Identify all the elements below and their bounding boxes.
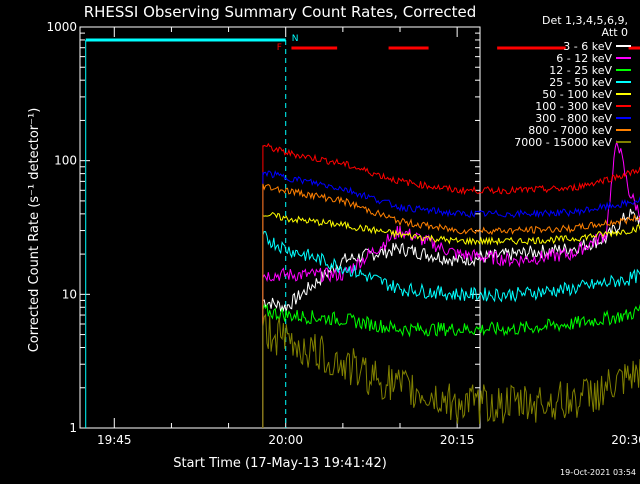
legend-entry-label: 100 - 300 keV [535, 100, 612, 113]
series-group [262, 140, 640, 428]
y-tick-label: 1 [69, 421, 77, 435]
legend-entry-label: 300 - 800 keV [535, 112, 612, 125]
timestamp: 19-Oct-2021 03:54 [560, 468, 636, 477]
x-tick-label: 19:45 [97, 433, 132, 447]
series-line [262, 313, 640, 428]
legend-entry-label: 50 - 100 keV [542, 88, 612, 101]
plot-area [79, 26, 481, 429]
y-axis: 1 10 100 1000 [46, 20, 480, 435]
observing-markers: NF [85, 34, 640, 428]
series-line [262, 142, 640, 428]
x-tick-label: 20:15 [440, 433, 475, 447]
legend-entry-label: 3 - 6 keV [563, 40, 612, 53]
series-line [262, 303, 640, 428]
y-axis-label: Corrected Count Rate (s⁻¹ detector⁻¹) [27, 108, 42, 353]
y-tick-label: 1000 [46, 20, 77, 34]
legend-entry-label: 12 - 25 keV [549, 64, 612, 77]
plot-frame [79, 26, 481, 429]
f-marker-label: F [277, 43, 282, 53]
y-tick-label: 100 [54, 154, 77, 168]
legend-entry-label: 25 - 50 keV [549, 76, 612, 89]
series-line [262, 183, 640, 428]
y-tick-label: 10 [62, 287, 77, 301]
series-line [262, 211, 640, 428]
x-tick-label: 20:00 [268, 433, 303, 447]
legend-header-1: Det 1,3,4,5,6,9, [542, 14, 628, 27]
chart-title: RHESSI Observing Summary Count Rates, Co… [84, 3, 477, 21]
legend-entry-label: 6 - 12 keV [556, 52, 612, 65]
legend-entry-label: 800 - 7000 keV [528, 124, 612, 137]
n-marker-label: N [292, 34, 299, 44]
series-line [262, 230, 640, 428]
series-line [262, 140, 640, 428]
series-line [262, 208, 640, 428]
series-line [262, 169, 640, 428]
x-axis-label: Start Time (17-May-13 19:41:42) [173, 456, 387, 471]
legend-header-2: Att 0 [602, 26, 628, 39]
x-tick-label: 20:30 [611, 433, 640, 447]
legend-entry-label: 7000 - 15000 keV [514, 136, 612, 149]
